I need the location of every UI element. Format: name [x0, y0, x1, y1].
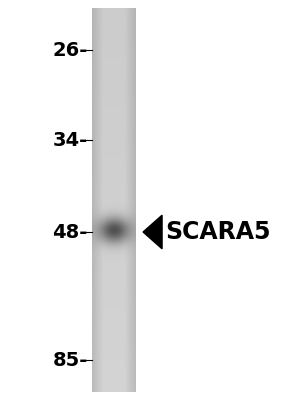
- Text: 34-: 34-: [53, 130, 88, 150]
- Polygon shape: [143, 215, 162, 249]
- Text: 85-: 85-: [52, 350, 88, 370]
- Text: SCARA5: SCARA5: [165, 220, 270, 244]
- Text: 26-: 26-: [52, 40, 88, 60]
- Text: 48-: 48-: [52, 222, 88, 242]
